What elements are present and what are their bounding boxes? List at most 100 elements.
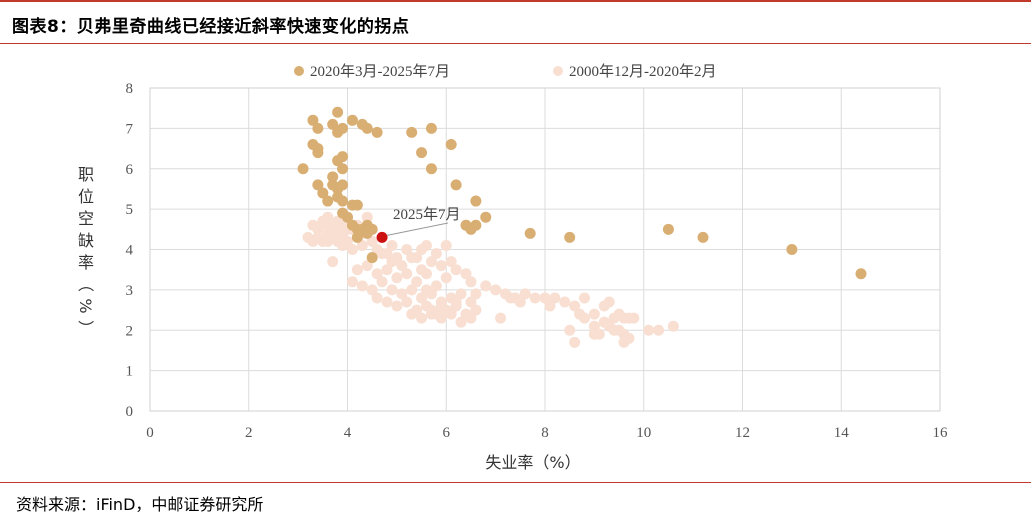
- historical-point: [460, 268, 472, 280]
- historical-point: [351, 264, 363, 276]
- recent-point: [361, 227, 373, 239]
- historical-point: [495, 312, 507, 324]
- historical-point: [346, 276, 358, 288]
- historical-point: [465, 276, 477, 288]
- source-note: 资料来源：iFinD，中邮证券研究所: [16, 495, 264, 514]
- historical-point: [401, 268, 413, 280]
- historical-point: [588, 308, 600, 320]
- x-tick-label: 8: [541, 425, 549, 441]
- recent-point: [346, 114, 358, 126]
- historical-point: [386, 239, 398, 251]
- recent-point: [524, 227, 536, 239]
- historical-point: [396, 260, 408, 272]
- x-tick-label: 2: [245, 425, 253, 441]
- legend-marker-historical: [553, 66, 563, 76]
- recent-point: [416, 147, 428, 159]
- historical-point: [307, 235, 319, 247]
- historical-point: [396, 288, 408, 300]
- historical-point: [450, 264, 462, 276]
- historical-point: [643, 324, 655, 336]
- historical-point: [504, 292, 516, 304]
- historical-point: [470, 288, 482, 300]
- scatter-points: [297, 106, 867, 348]
- historical-point: [445, 256, 457, 268]
- x-axis-title: 失业率（%）: [485, 453, 580, 472]
- recent-point: [564, 231, 576, 243]
- historical-point: [406, 284, 418, 296]
- x-tick-label: 14: [834, 425, 850, 441]
- latest-point: [376, 231, 388, 243]
- historical-point: [588, 320, 600, 332]
- historical-point: [416, 292, 428, 304]
- historical-point: [579, 292, 590, 304]
- historical-point: [544, 300, 556, 312]
- recent-point: [361, 122, 373, 134]
- recent-point: [406, 126, 418, 138]
- historical-point: [579, 312, 590, 324]
- recent-point: [786, 244, 798, 255]
- y-axis-ticks: 0 1 2 3 4 5 6 7 8: [126, 81, 134, 420]
- recent-point: [351, 231, 363, 243]
- page-title: 图表8：贝弗里奇曲线已经接近斜率快速变化的拐点: [12, 17, 410, 37]
- historical-point: [435, 312, 447, 324]
- historical-point: [465, 296, 477, 308]
- recent-point: [312, 122, 324, 134]
- legend-label-recent: 2020年3月-2025年7月: [310, 63, 450, 80]
- historical-point: [416, 244, 428, 255]
- recent-point: [312, 179, 324, 191]
- historical-point: [421, 284, 432, 296]
- historical-point: [445, 308, 457, 320]
- historical-point: [588, 328, 600, 340]
- historical-point: [465, 312, 477, 324]
- historical-point: [425, 308, 437, 320]
- historical-point: [470, 304, 482, 316]
- historical-point: [381, 296, 393, 308]
- historical-point: [559, 296, 571, 308]
- recent-point: [697, 231, 709, 243]
- recent-point: [470, 195, 482, 207]
- historical-point: [603, 296, 615, 308]
- recent-point: [332, 106, 344, 118]
- historical-point: [312, 223, 324, 235]
- recent-point: [425, 163, 437, 175]
- historical-point: [342, 235, 353, 247]
- y-axis-title-char: （: [76, 276, 95, 292]
- historical-point: [450, 296, 462, 308]
- y-axis-title-char: 位: [78, 187, 94, 206]
- recent-point: [337, 151, 349, 163]
- x-tick-label: 4: [344, 425, 352, 441]
- recent-point: [480, 211, 492, 223]
- recent-point: [327, 118, 339, 130]
- y-axis-title-char: 缺: [78, 231, 94, 250]
- x-axis-ticks: 0 2 4 6 8 10 12 14 16: [146, 425, 948, 441]
- y-axis-title-char: 率: [78, 253, 94, 272]
- chart-legend: 2020年3月-2025年7月 2000年12月-2020年2月: [294, 63, 717, 80]
- recent-point: [327, 171, 339, 183]
- historical-point: [411, 276, 423, 288]
- historical-point: [564, 324, 576, 336]
- x-tick-label: 0: [146, 425, 154, 441]
- legend-label-historical: 2000年12月-2020年2月: [569, 63, 717, 80]
- x-tick-label: 16: [933, 425, 949, 441]
- recent-point: [342, 211, 353, 223]
- y-tick-label: 1: [126, 364, 134, 380]
- footer: 资料来源：iFinD，中邮证券研究所: [0, 482, 1031, 517]
- recent-point: [297, 163, 309, 175]
- y-tick-label: 5: [126, 202, 134, 218]
- plot-area: [149, 87, 941, 412]
- historical-point: [391, 300, 403, 312]
- y-axis-title-char: 职: [78, 165, 94, 184]
- x-tick-label: 10: [636, 425, 651, 441]
- historical-point: [356, 280, 368, 292]
- historical-point: [376, 276, 388, 288]
- historical-point: [425, 256, 437, 268]
- historical-point: [376, 248, 388, 260]
- historical-point: [618, 336, 630, 348]
- historical-point: [356, 239, 368, 251]
- historical-point: [455, 316, 467, 328]
- historical-point: [406, 252, 418, 264]
- historical-point: [416, 312, 428, 324]
- title-bar: 图表8：贝弗里奇曲线已经接近斜率快速变化的拐点: [0, 0, 1031, 44]
